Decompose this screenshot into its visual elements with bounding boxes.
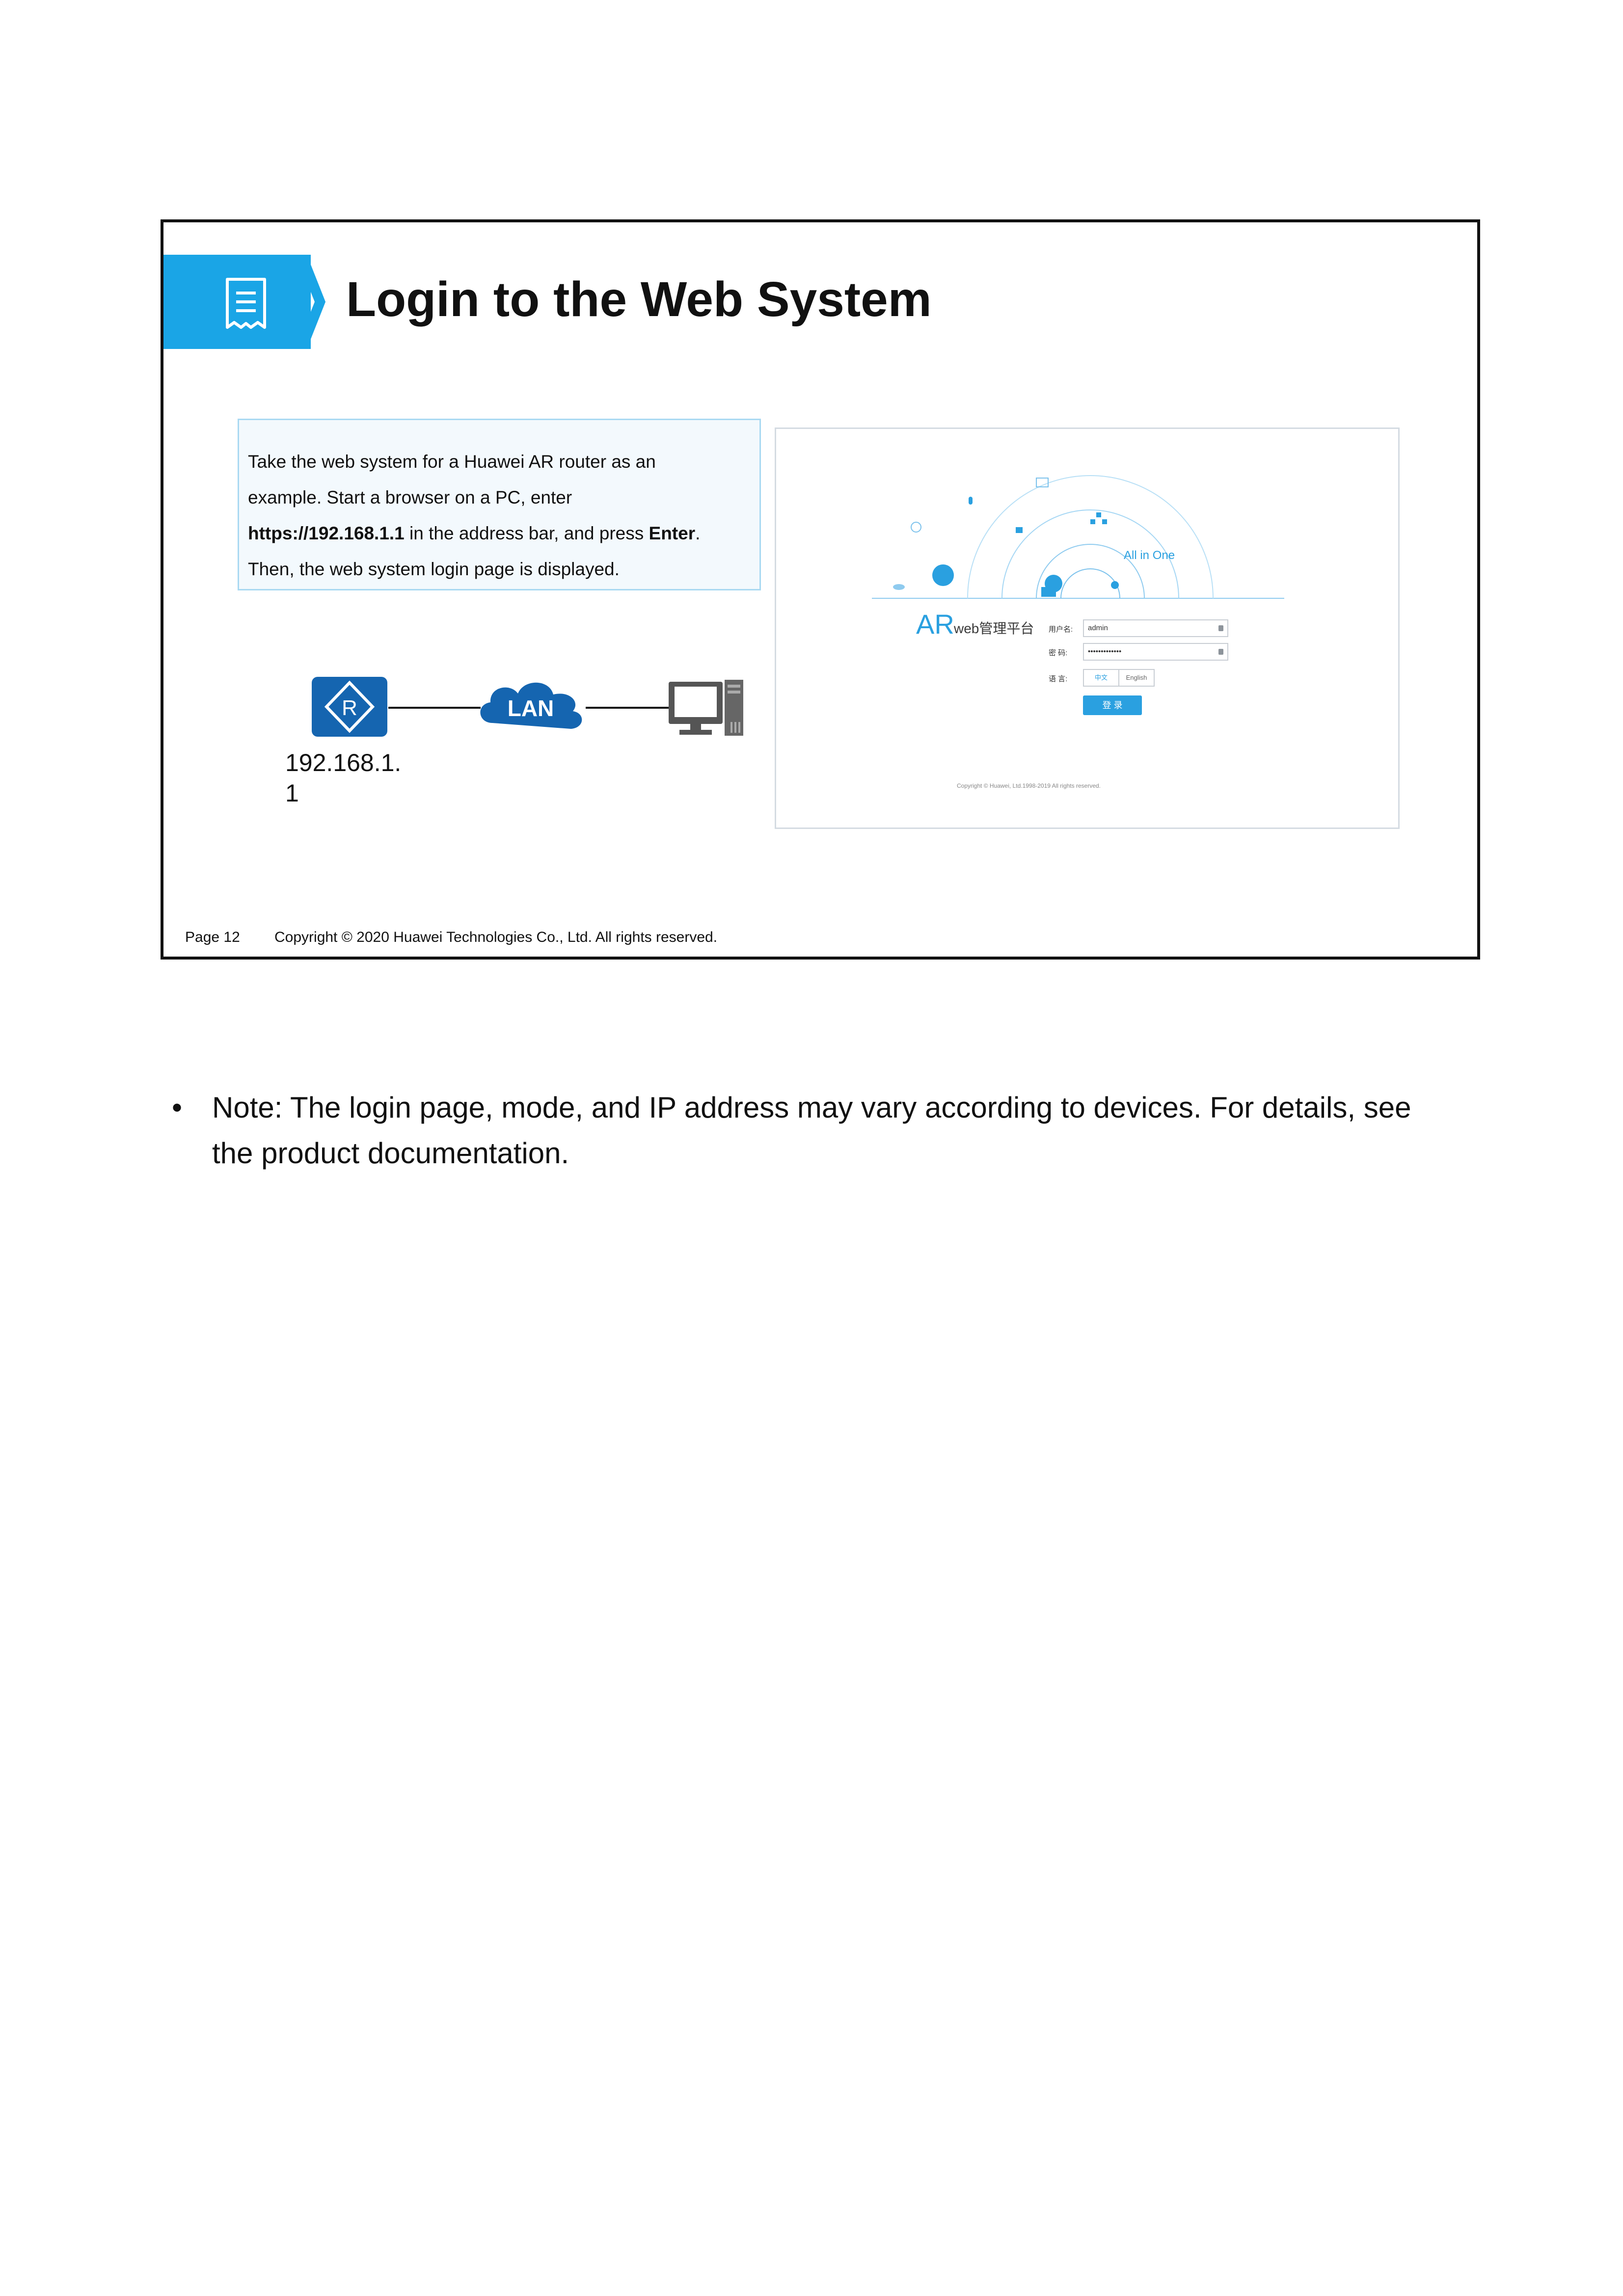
- username-label: 用户名:: [1049, 625, 1073, 634]
- chat-icon: [1036, 478, 1049, 487]
- document-icon: [226, 278, 266, 329]
- mic-icon: [969, 497, 973, 505]
- user-icon: [1218, 625, 1223, 631]
- router-letter: R: [342, 696, 357, 720]
- cloud-icon: [893, 584, 905, 590]
- password-field[interactable]: •••••••••••••: [1083, 643, 1228, 661]
- login-button[interactable]: 登 录: [1083, 695, 1142, 715]
- monitor-icon: [1041, 587, 1056, 597]
- service-arcs-graphic: [872, 475, 1284, 599]
- login-page-screenshot: All in One AR web管理平台 用户名: admin 密 码: ••…: [775, 427, 1400, 829]
- language-switch: 中文 English: [1083, 669, 1155, 687]
- lang-english-option[interactable]: English: [1126, 674, 1147, 681]
- link-lan-pc: [586, 707, 669, 709]
- link-router-lan: [388, 707, 481, 709]
- lang-chinese-option[interactable]: 中文: [1084, 670, 1119, 686]
- banner-chevron: [296, 255, 325, 349]
- screenshot-copyright: Copyright © Huawei, Ltd.1998-2019 All ri…: [957, 782, 1101, 789]
- users-icon: [1111, 581, 1119, 589]
- lock-icon: [1218, 649, 1223, 655]
- slide: Login to the Web System Take the web sys…: [161, 219, 1480, 960]
- vpn-icon: [932, 564, 954, 586]
- info-line-2: example. Start a browser on a PC, enter: [248, 487, 572, 507]
- info-line-4: Then, the web system login page is displ…: [248, 559, 620, 579]
- info-line-3-end: .: [695, 523, 701, 543]
- router-ip-line-1: 192.168.1.: [285, 749, 402, 776]
- enter-key-text: Enter: [649, 523, 696, 543]
- lan-cloud-icon: LAN: [480, 682, 582, 729]
- username-field[interactable]: admin: [1083, 619, 1228, 637]
- all-in-one-label: All in One: [1124, 549, 1175, 562]
- ar-logo: AR: [916, 609, 954, 640]
- info-box: Take the web system for a Huawei AR rout…: [238, 419, 761, 590]
- lan-label: LAN: [508, 695, 554, 721]
- router-ip-line-2: 1: [285, 779, 299, 807]
- router-icon: R: [312, 677, 387, 737]
- language-label: 语 言:: [1049, 675, 1068, 683]
- url-text: https://192.168.1.1: [248, 523, 405, 543]
- lock-icon: [1016, 527, 1023, 533]
- page-number: Page 12: [185, 929, 240, 945]
- router-ip: 192.168.1. 1: [285, 748, 413, 808]
- note-text: Note: The login page, mode, and IP addre…: [212, 1091, 1411, 1170]
- note-bullet: •: [172, 1091, 183, 1124]
- info-line-3: https://192.168.1.1 in the address bar, …: [248, 515, 751, 551]
- username-value: admin: [1088, 624, 1108, 632]
- info-line-3-mid: in the address bar, and press: [404, 523, 649, 543]
- globe-icon: [911, 522, 921, 533]
- password-value: •••••••••••••: [1088, 647, 1122, 656]
- pc-icon: [669, 680, 743, 736]
- password-label: 密 码:: [1049, 649, 1068, 657]
- network-icon: [1096, 512, 1101, 517]
- footer-copyright: Copyright © 2020 Huawei Technologies Co.…: [274, 929, 718, 945]
- ar-logo-subtitle: web管理平台: [954, 621, 1034, 636]
- info-line-1: Take the web system for a Huawei AR rout…: [248, 452, 656, 472]
- page-title: Login to the Web System: [346, 272, 932, 327]
